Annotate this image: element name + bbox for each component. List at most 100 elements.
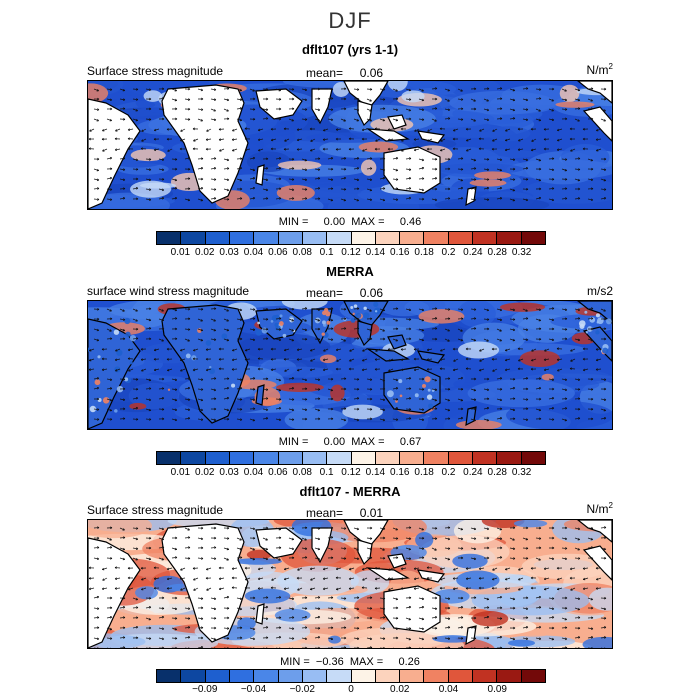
wind-arrowhead	[422, 318, 425, 321]
wind-arrowhead	[565, 308, 568, 311]
wind-arrowhead	[292, 597, 295, 600]
wind-arrow	[509, 338, 515, 341]
wind-arrow	[301, 557, 308, 559]
wind-arrow	[275, 338, 281, 341]
wind-arrow	[353, 637, 359, 640]
wind-arrowhead	[578, 178, 581, 181]
wind-arrow	[418, 617, 424, 620]
wind-arrowhead	[291, 197, 295, 199]
wind-arrow	[297, 128, 303, 131]
wind-arrow	[505, 358, 511, 361]
wind-arrow	[392, 418, 398, 421]
wind-arrow	[171, 98, 177, 101]
wind-arrowhead	[513, 158, 516, 161]
wind-arrowhead	[370, 607, 373, 609]
wind-arrows	[88, 307, 607, 422]
wind-arrowhead	[539, 178, 542, 181]
wind-arrow	[115, 368, 121, 372]
wind-arrowhead	[565, 606, 568, 609]
wind-arrow	[366, 98, 372, 102]
wind-arrow	[505, 577, 511, 580]
wind-arrowhead	[136, 616, 139, 618]
wind-arrow	[262, 617, 268, 620]
wind-arrowhead	[356, 397, 360, 399]
wind-arrowhead	[474, 626, 477, 628]
wind-arrowhead	[201, 88, 204, 91]
wind-arrowhead	[219, 588, 222, 591]
wind-arrowhead	[136, 309, 138, 312]
wind-arrowhead	[226, 595, 229, 598]
wind-arrowhead	[487, 108, 490, 111]
wind-arrow	[154, 368, 160, 371]
wind-arrow	[366, 537, 373, 539]
wind-arrowhead	[161, 387, 165, 389]
land-speckle	[231, 383, 236, 388]
wind-arrow	[223, 408, 229, 411]
wind-arrowhead	[149, 596, 152, 599]
land-borneo	[387, 334, 407, 350]
wind-arrow	[353, 178, 359, 181]
wind-arrow	[535, 108, 541, 112]
wind-arrowhead	[474, 107, 477, 110]
wind-arrowhead	[292, 398, 295, 400]
wind-arrowhead	[265, 167, 269, 169]
wind-arrow	[561, 388, 567, 391]
wind-arrow	[223, 338, 229, 341]
wind-arrowhead	[331, 318, 334, 321]
wind-arrowhead	[344, 418, 347, 421]
wind-arrow	[102, 148, 108, 152]
wind-arrow	[314, 527, 320, 530]
wind-arrow	[405, 318, 412, 320]
wind-arrowhead	[214, 388, 217, 391]
wind-arrowhead	[421, 166, 424, 169]
wind-arrowhead	[161, 615, 164, 618]
wind-arrowhead	[414, 149, 417, 152]
wind-arrow	[340, 597, 347, 599]
colorbar-swatch	[327, 452, 352, 464]
wind-arrowhead	[344, 97, 347, 100]
wind-arrow	[301, 307, 307, 310]
wind-arrowhead	[396, 556, 399, 558]
wind-arrow	[197, 537, 203, 540]
wind-arrow	[418, 527, 424, 531]
wind-arrow	[570, 348, 576, 352]
wind-arrowhead	[564, 197, 568, 199]
wind-arrowhead	[162, 87, 165, 90]
wind-arrow	[574, 378, 580, 381]
wind-arrow	[544, 348, 550, 352]
max-label: MAX =	[351, 436, 385, 448]
wind-arrow	[535, 158, 541, 161]
wind-arrowhead	[499, 197, 503, 199]
wind-arrowhead	[123, 178, 126, 181]
wind-arrowhead	[175, 117, 178, 120]
wind-arrowhead	[357, 548, 359, 551]
wind-arrowhead	[565, 557, 568, 560]
wind-arrow	[288, 527, 295, 529]
wind-arrow	[496, 87, 502, 90]
wind-arrow	[249, 557, 255, 560]
wind-arrowhead	[448, 617, 451, 620]
wind-arrow	[236, 607, 242, 610]
wind-arrowhead	[344, 538, 346, 541]
land-speckle	[116, 349, 123, 356]
map-merra-svg	[88, 301, 612, 429]
wind-arrowhead	[296, 577, 299, 580]
wind-arrow	[197, 118, 203, 122]
wind-arrow	[340, 157, 346, 160]
wind-arrowhead	[331, 338, 334, 341]
wind-arrow	[561, 88, 567, 92]
land-speckle	[584, 310, 588, 314]
wind-arrowhead	[310, 568, 313, 571]
wind-arrow	[158, 637, 164, 640]
wind-arrowhead	[448, 329, 450, 332]
wind-arrowhead	[513, 557, 516, 559]
wind-arrowhead	[577, 417, 581, 419]
wind-arrow	[388, 128, 394, 131]
wind-arrowhead	[478, 138, 481, 141]
wind-arrow	[210, 607, 216, 610]
units-base: N/m	[586, 63, 609, 77]
wind-arrowhead	[461, 178, 463, 181]
wind-arrowhead	[396, 527, 398, 531]
wind-arrow	[600, 398, 606, 401]
wind-arrow	[166, 587, 173, 589]
